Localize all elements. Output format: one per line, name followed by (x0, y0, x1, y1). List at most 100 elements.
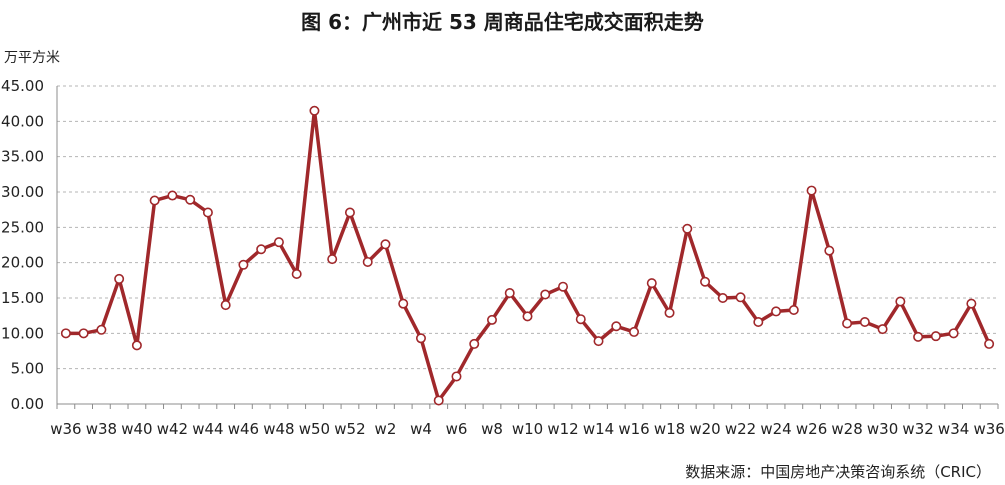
data-point (131, 340, 142, 351)
data-point (522, 311, 533, 322)
data-point (149, 195, 160, 206)
data-point (60, 328, 71, 339)
axes (56, 86, 999, 409)
x-tick-label: w38 (86, 420, 117, 438)
data-point (895, 296, 906, 307)
x-tick-label: w34 (938, 420, 969, 438)
data-point (717, 292, 728, 303)
y-tick-label: 10.00 (1, 324, 44, 342)
data-point (575, 314, 586, 325)
data-point (984, 338, 995, 349)
data-point (451, 371, 462, 382)
y-tick-label: 5.00 (11, 360, 44, 378)
data-point (558, 281, 569, 292)
x-tick-label: w32 (902, 420, 933, 438)
data-point (753, 317, 764, 328)
data-point (291, 268, 302, 279)
x-tick-label: w20 (689, 420, 720, 438)
data-point (380, 239, 391, 250)
x-tick-label: w8 (481, 420, 503, 438)
data-point (788, 305, 799, 316)
y-tick-label: 20.00 (1, 254, 44, 272)
data-point (469, 338, 480, 349)
data-point (185, 194, 196, 205)
y-tick-label: 0.00 (11, 395, 44, 413)
x-tick-label: w36 (973, 420, 1004, 438)
x-tick-label: w18 (654, 420, 685, 438)
data-point (682, 223, 693, 234)
data-point (220, 300, 231, 311)
chart-title: 图 6：广州市近 53 周商品住宅成交面积走势 (301, 10, 704, 34)
data-point (611, 321, 622, 332)
data-point (398, 298, 409, 309)
data-point (202, 207, 213, 218)
series-line-layer (64, 108, 991, 403)
x-tick-label: w6 (446, 420, 468, 438)
data-point (78, 328, 89, 339)
y-tick-label: 25.00 (1, 218, 44, 236)
x-tick-label: w14 (583, 420, 614, 438)
x-tick-label: w46 (228, 420, 259, 438)
y-tick-label: 15.00 (1, 289, 44, 307)
x-tick-label: w4 (410, 420, 432, 438)
x-tick-label: w24 (760, 420, 791, 438)
data-point (771, 306, 782, 317)
data-point (735, 292, 746, 303)
x-tick-label: w28 (831, 420, 862, 438)
data-point (877, 324, 888, 335)
y-tick-labels: 0.00 5.00 10.00 15.00 20.00 25.00 30.00 35.00 40… (1, 77, 44, 413)
data-point (114, 273, 125, 284)
gridlines (57, 85, 998, 370)
data-point (664, 307, 675, 318)
data-point (327, 254, 338, 265)
data-point (238, 259, 249, 270)
x-tick-label: w42 (157, 420, 188, 438)
source-note: 数据来源：中国房地产决策咨询系统（CRIC） (685, 463, 991, 481)
data-point (806, 185, 817, 196)
data-point (362, 256, 373, 267)
data-point (646, 278, 657, 289)
data-point (96, 324, 107, 335)
data-point (504, 288, 515, 299)
x-tick-label: w36 (50, 420, 81, 438)
data-point (344, 207, 355, 218)
x-tick-label: w12 (547, 420, 578, 438)
x-tick-label: w44 (192, 420, 223, 438)
x-tick-label: w16 (618, 420, 649, 438)
data-point (433, 395, 444, 406)
y-tick-label: 45.00 (1, 77, 44, 95)
y-tick-label: 30.00 (1, 183, 44, 201)
data-point (913, 331, 924, 342)
y-tick-label: 40.00 (1, 112, 44, 130)
data-point (824, 245, 835, 256)
data-point (273, 237, 284, 248)
data-point (167, 190, 178, 201)
data-point (700, 276, 711, 287)
data-point (842, 318, 853, 329)
x-tick-label: w50 (299, 420, 330, 438)
series-line (64, 108, 991, 403)
data-point (859, 317, 870, 328)
data-point (415, 333, 426, 344)
data-point (593, 336, 604, 347)
x-tick-labels: w36 w38 w40 w42 w44 w46 w48 w50 w52 w2 w4 w6 w8 w10 w1… (50, 420, 1005, 438)
x-tick-label: w40 (121, 420, 152, 438)
data-point (966, 298, 977, 309)
x-tick-label: w22 (725, 420, 756, 438)
data-point (486, 314, 497, 325)
data-point (540, 289, 551, 300)
series-point-layer (60, 105, 995, 406)
data-point (629, 326, 640, 337)
y-axis-unit-label: 万平方米 (4, 50, 60, 66)
x-tick-label: w26 (796, 420, 827, 438)
y-tick-label: 35.00 (1, 148, 44, 166)
data-point (930, 331, 941, 342)
x-tick-label: w48 (263, 420, 294, 438)
x-tick-label: w52 (334, 420, 365, 438)
data-point (948, 328, 959, 339)
data-point (256, 244, 267, 255)
data-point (309, 105, 320, 116)
x-tick-label: w10 (512, 420, 543, 438)
x-tick-label: w30 (867, 420, 898, 438)
